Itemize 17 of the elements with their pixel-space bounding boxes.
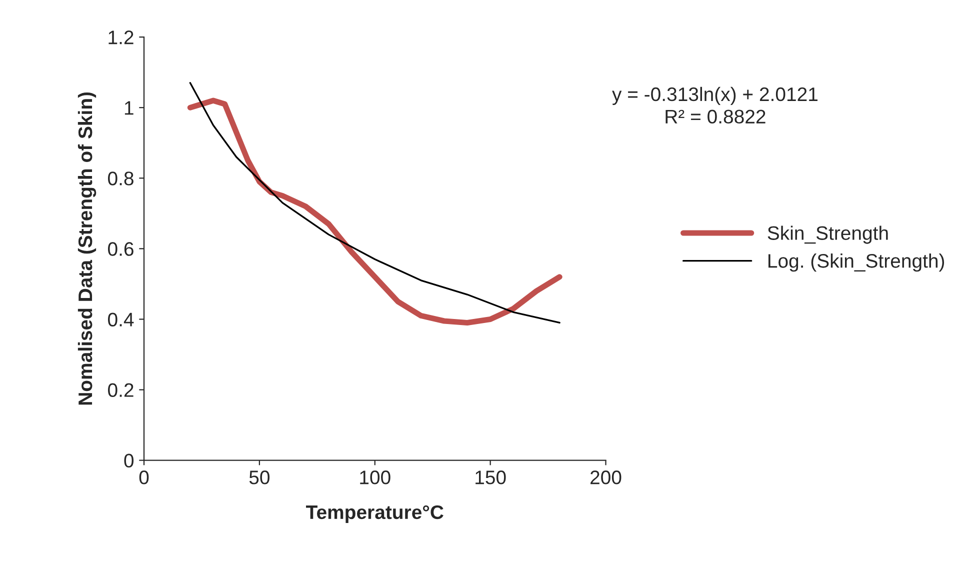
legend-label: Log. (Skin_Strength): [768, 254, 944, 272]
y-tick-label: 1.2: [108, 30, 134, 44]
y-tick-label: 0.6: [108, 242, 134, 256]
x-tick-label: 50: [249, 470, 270, 484]
legend-label: Skin_Strength: [768, 226, 888, 244]
y-tick-label: 1: [124, 101, 134, 115]
x-tick-label: 0: [139, 470, 149, 484]
x-tick-label: 200: [590, 470, 622, 484]
y-tick-label: 0.4: [108, 312, 134, 326]
text: y = -0.313ln(x) + 2.0121 R² = 0.8822: [612, 86, 818, 124]
y-axis-title: Nomalised Data (Strength of Skin): [78, 92, 96, 405]
y-tick-label: 0.2: [108, 383, 134, 397]
y-tick-label: 0: [124, 454, 134, 468]
x-tick-label: 100: [360, 470, 390, 484]
x-tick-label: 150: [476, 470, 506, 484]
y-tick-label: 0.8: [108, 172, 134, 186]
x-axis-title: Temperature°C: [306, 505, 444, 523]
